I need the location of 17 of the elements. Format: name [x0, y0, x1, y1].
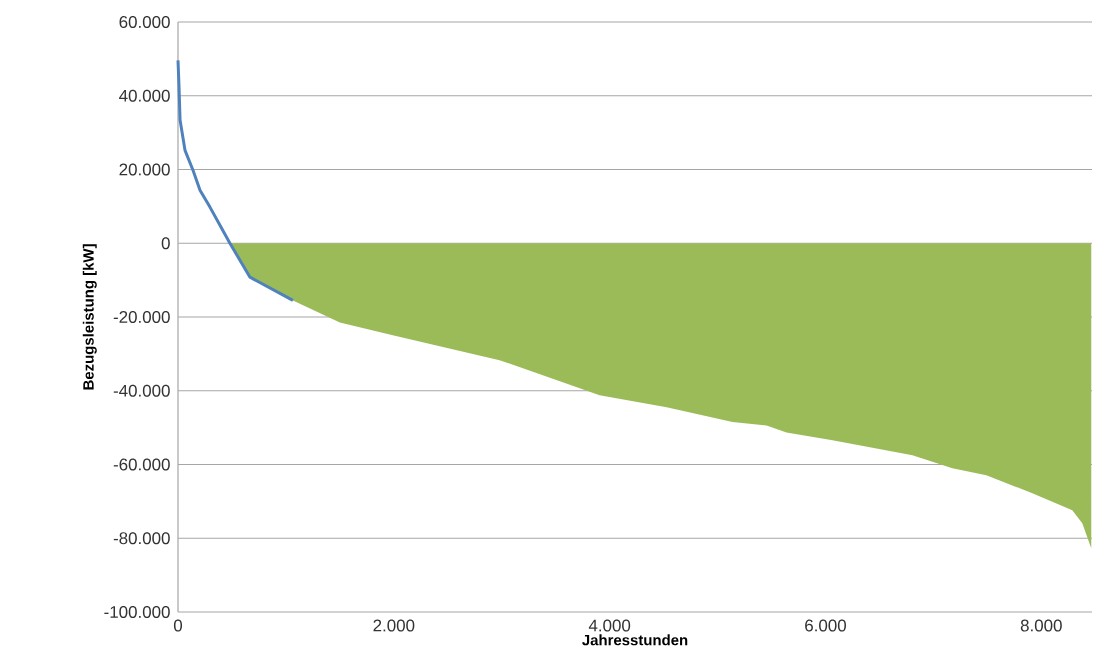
x-tick-label: 2.000: [373, 619, 415, 632]
x-tick-label: 4.000: [588, 619, 631, 632]
y-tick-label: -80.000: [113, 532, 170, 545]
x-axis-title: Jahresstunden: [582, 634, 688, 646]
y-axis-title: Bezugsleistung [kW]: [82, 244, 97, 390]
y-tick-label: -60.000: [113, 458, 170, 471]
line-series: [176, 58, 295, 302]
y-tick-label: 0: [161, 237, 170, 250]
x-tick-label: 8.000: [1020, 619, 1062, 632]
y-tick-label: 20.000: [119, 163, 170, 176]
y-tick-label: 60.000: [119, 15, 170, 28]
y-tick-label: -100.000: [104, 606, 170, 618]
y-tick-label: -40.000: [113, 384, 170, 397]
y-tick-label: -20.000: [113, 311, 170, 323]
x-tick-label: 0: [173, 619, 183, 632]
y-tick-label: 40.000: [119, 89, 170, 102]
x-tick-label: 6.000: [805, 619, 846, 632]
